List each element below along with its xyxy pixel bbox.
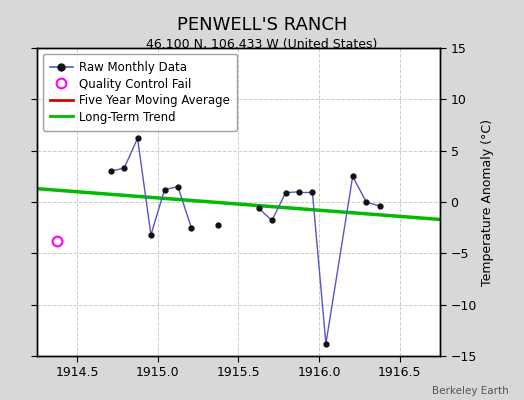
Legend: Raw Monthly Data, Quality Control Fail, Five Year Moving Average, Long-Term Tren: Raw Monthly Data, Quality Control Fail, … <box>42 54 237 131</box>
Y-axis label: Temperature Anomaly (°C): Temperature Anomaly (°C) <box>481 118 494 286</box>
Text: PENWELL'S RANCH: PENWELL'S RANCH <box>177 16 347 34</box>
Text: 46.100 N, 106.433 W (United States): 46.100 N, 106.433 W (United States) <box>146 38 378 51</box>
Text: Berkeley Earth: Berkeley Earth <box>432 386 508 396</box>
